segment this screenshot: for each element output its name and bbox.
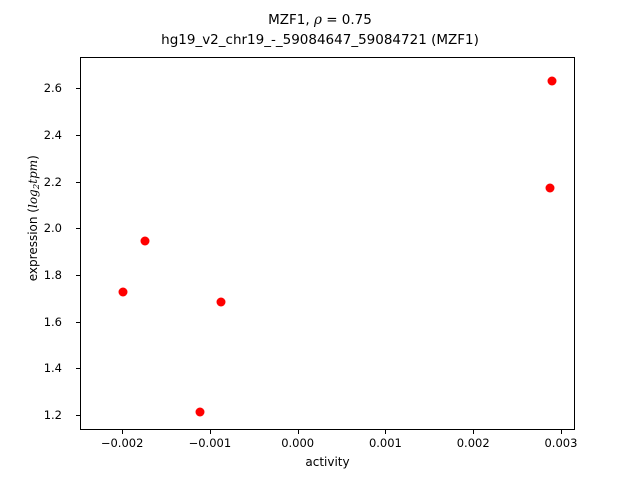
y-tick-label: 2.0 [43,221,62,236]
rho-value: = 0.75 [321,12,372,28]
x-tick-label: −0.001 [188,436,232,450]
data-point [216,297,226,307]
x-tick [385,430,387,434]
y-axis-label: expression (log2tpm) [26,88,42,348]
y-axis-label-tpm: tpm [25,159,40,184]
x-tick [560,430,562,434]
y-tick [76,321,80,323]
y-tick-label: 1.2 [43,407,62,422]
y-axis-label-sub: 2 [32,183,43,190]
y-axis-label-prefix: expression ( [25,208,40,282]
x-tick [297,430,299,434]
x-tick-label: 0.001 [368,436,402,450]
x-tick-label: −0.002 [100,436,144,450]
figure-title: MZF1, ρ = 0.75 hg19_v2_chr19_-_59084647_… [0,10,640,50]
y-tick [76,414,80,416]
rho-symbol: ρ [313,12,322,28]
y-tick-label: 2.6 [43,81,62,96]
x-tick-label: 0.000 [281,436,315,450]
y-tick [76,181,80,183]
data-point [140,236,150,246]
y-tick-label: 2.4 [43,128,62,143]
y-axis-label-suffix: ) [25,155,40,160]
y-tick [76,88,80,90]
title-line-2: hg19_v2_chr19_-_59084647_59084721 (MZF1) [161,32,479,48]
y-tick-label: 1.6 [43,314,62,329]
title-line-1: MZF1, ρ = 0.75 [0,10,640,30]
x-tick [122,430,124,434]
y-tick [76,368,80,370]
y-axis-label-log: log [25,189,40,208]
x-tick-label: 0.002 [456,436,490,450]
x-tick-label: 0.003 [544,436,578,450]
y-tick-label: 1.8 [43,267,62,282]
x-tick [473,430,475,434]
y-tick-label: 1.4 [43,361,62,376]
y-tick-label: 2.2 [43,174,62,189]
data-point [195,407,205,417]
plot-area [81,58,574,429]
title-gene-rho: MZF1, [268,12,314,28]
x-axis-label: activity [305,455,350,469]
axes-frame [80,57,575,430]
y-tick [76,135,80,137]
x-tick [209,430,211,434]
data-point [118,287,128,297]
data-point [545,183,555,193]
data-point [547,76,557,86]
y-tick [76,228,80,230]
y-tick [76,274,80,276]
